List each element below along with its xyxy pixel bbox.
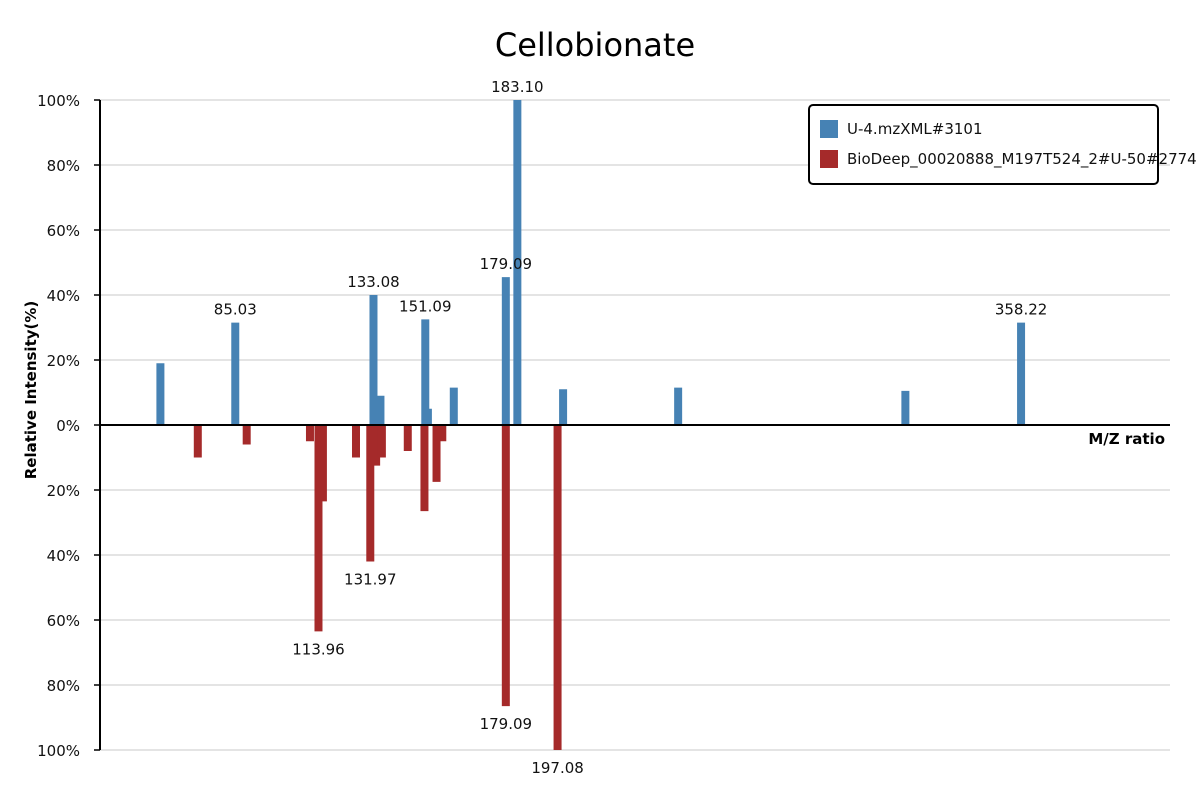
sample-peak-label: 179.09: [480, 255, 533, 273]
sample-peak-bar: [1017, 322, 1026, 425]
sample-peak-bar: [372, 402, 381, 425]
y-tick-labels: 100% 80% 60% 40% 20% 0% 20% 40% 60% 80% 100%: [37, 92, 100, 760]
sample-peak-bar: [449, 387, 458, 425]
y-tick-label: 60%: [47, 222, 80, 240]
y-tick-label: 60%: [47, 612, 80, 630]
legend-label-sample: U-4.mzXML#3101: [847, 120, 983, 138]
reference-peak-bar: [553, 425, 562, 750]
y-tick-label: 40%: [47, 287, 80, 305]
reference-peak-bar: [501, 425, 510, 707]
reference-peak-bar: [366, 425, 375, 562]
reference-peak-bar: [432, 425, 441, 482]
y-tick-label: 20%: [47, 482, 80, 500]
reference-peak-bar: [372, 425, 381, 466]
sample-peak-bar: [376, 395, 385, 425]
sample-peak-label: 133.08: [347, 273, 400, 291]
y-axis-title: Relative Intensity(%): [22, 301, 40, 480]
sample-peak-bar: [901, 390, 910, 425]
reference-peak-bar: [377, 425, 386, 458]
y-tick-label: 80%: [47, 677, 80, 695]
reference-peak-bar: [193, 425, 202, 458]
reference-peak-bar: [242, 425, 251, 445]
legend-swatch-sample: [820, 120, 838, 138]
reference-peak-bar: [403, 425, 412, 451]
reference-peak-label: 131.97: [344, 571, 397, 589]
sample-peak-bar: [423, 408, 432, 425]
reference-peak-bar: [438, 425, 447, 442]
grid-lines: [100, 99, 1170, 751]
y-tick-label: 40%: [47, 547, 80, 565]
sample-peak-label: 358.22: [995, 301, 1048, 319]
peak-labels: 85.03 133.08 151.09 179.09 183.10 358.22 113.9…: [214, 78, 1048, 777]
sample-peak-bar: [501, 277, 510, 425]
sample-peak-bar: [231, 322, 240, 425]
reference-peak-label: 113.96: [292, 640, 345, 658]
reference-peak-bar: [305, 425, 314, 442]
y-tick-label: 0%: [56, 417, 80, 435]
legend: U-4.mzXML#3101 BioDeep_00020888_M197T524…: [808, 104, 1197, 185]
reference-peak-bar: [351, 425, 360, 458]
reference-peak-label: 197.08: [531, 759, 584, 777]
legend-swatch-reference: [820, 150, 838, 168]
chart-title: Cellobionate: [494, 26, 696, 64]
y-tick-label: 100%: [37, 742, 80, 760]
spectrum-bars: [156, 100, 1026, 750]
legend-box: [808, 104, 1159, 185]
sample-peak-bar: [421, 319, 430, 425]
sample-peak-bar: [513, 100, 522, 425]
sample-peak-bar: [559, 389, 568, 425]
y-tick-label: 20%: [47, 352, 80, 370]
reference-peak-bar: [420, 425, 429, 512]
reference-peak-label: 179.09: [480, 715, 533, 733]
reference-peak-bar: [318, 425, 327, 502]
sample-peak-bar: [156, 363, 165, 425]
reference-peak-bar: [314, 425, 323, 632]
sample-peak-bar: [674, 387, 683, 425]
x-axis-title: M/Z ratio: [1088, 430, 1165, 448]
sample-peak-label: 85.03: [214, 301, 257, 319]
y-tick-label: 100%: [37, 92, 80, 110]
sample-peak-label: 151.09: [399, 297, 452, 315]
sample-peak-label: 183.10: [491, 78, 544, 96]
y-tick-label: 80%: [47, 157, 80, 175]
legend-label-reference: BioDeep_00020888_M197T524_2#U-50#2774: [847, 150, 1197, 169]
sample-peak-bar: [369, 295, 378, 425]
